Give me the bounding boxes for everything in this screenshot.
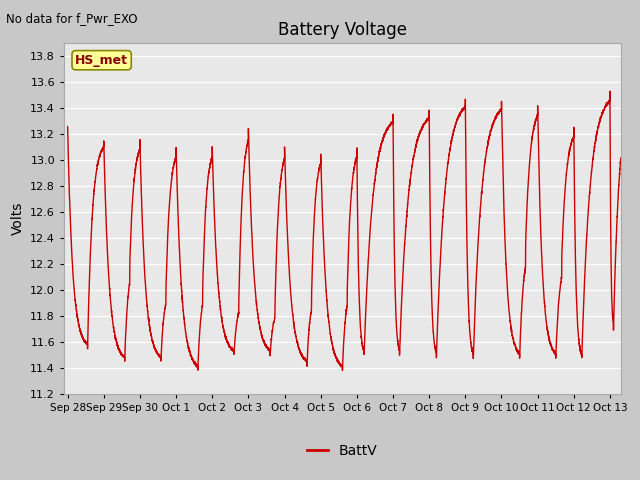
Text: HS_met: HS_met [75,54,128,67]
Text: No data for f_Pwr_EXO: No data for f_Pwr_EXO [6,12,138,25]
Y-axis label: Volts: Volts [10,202,24,235]
Legend: BattV: BattV [301,439,383,464]
Title: Battery Voltage: Battery Voltage [278,21,407,39]
